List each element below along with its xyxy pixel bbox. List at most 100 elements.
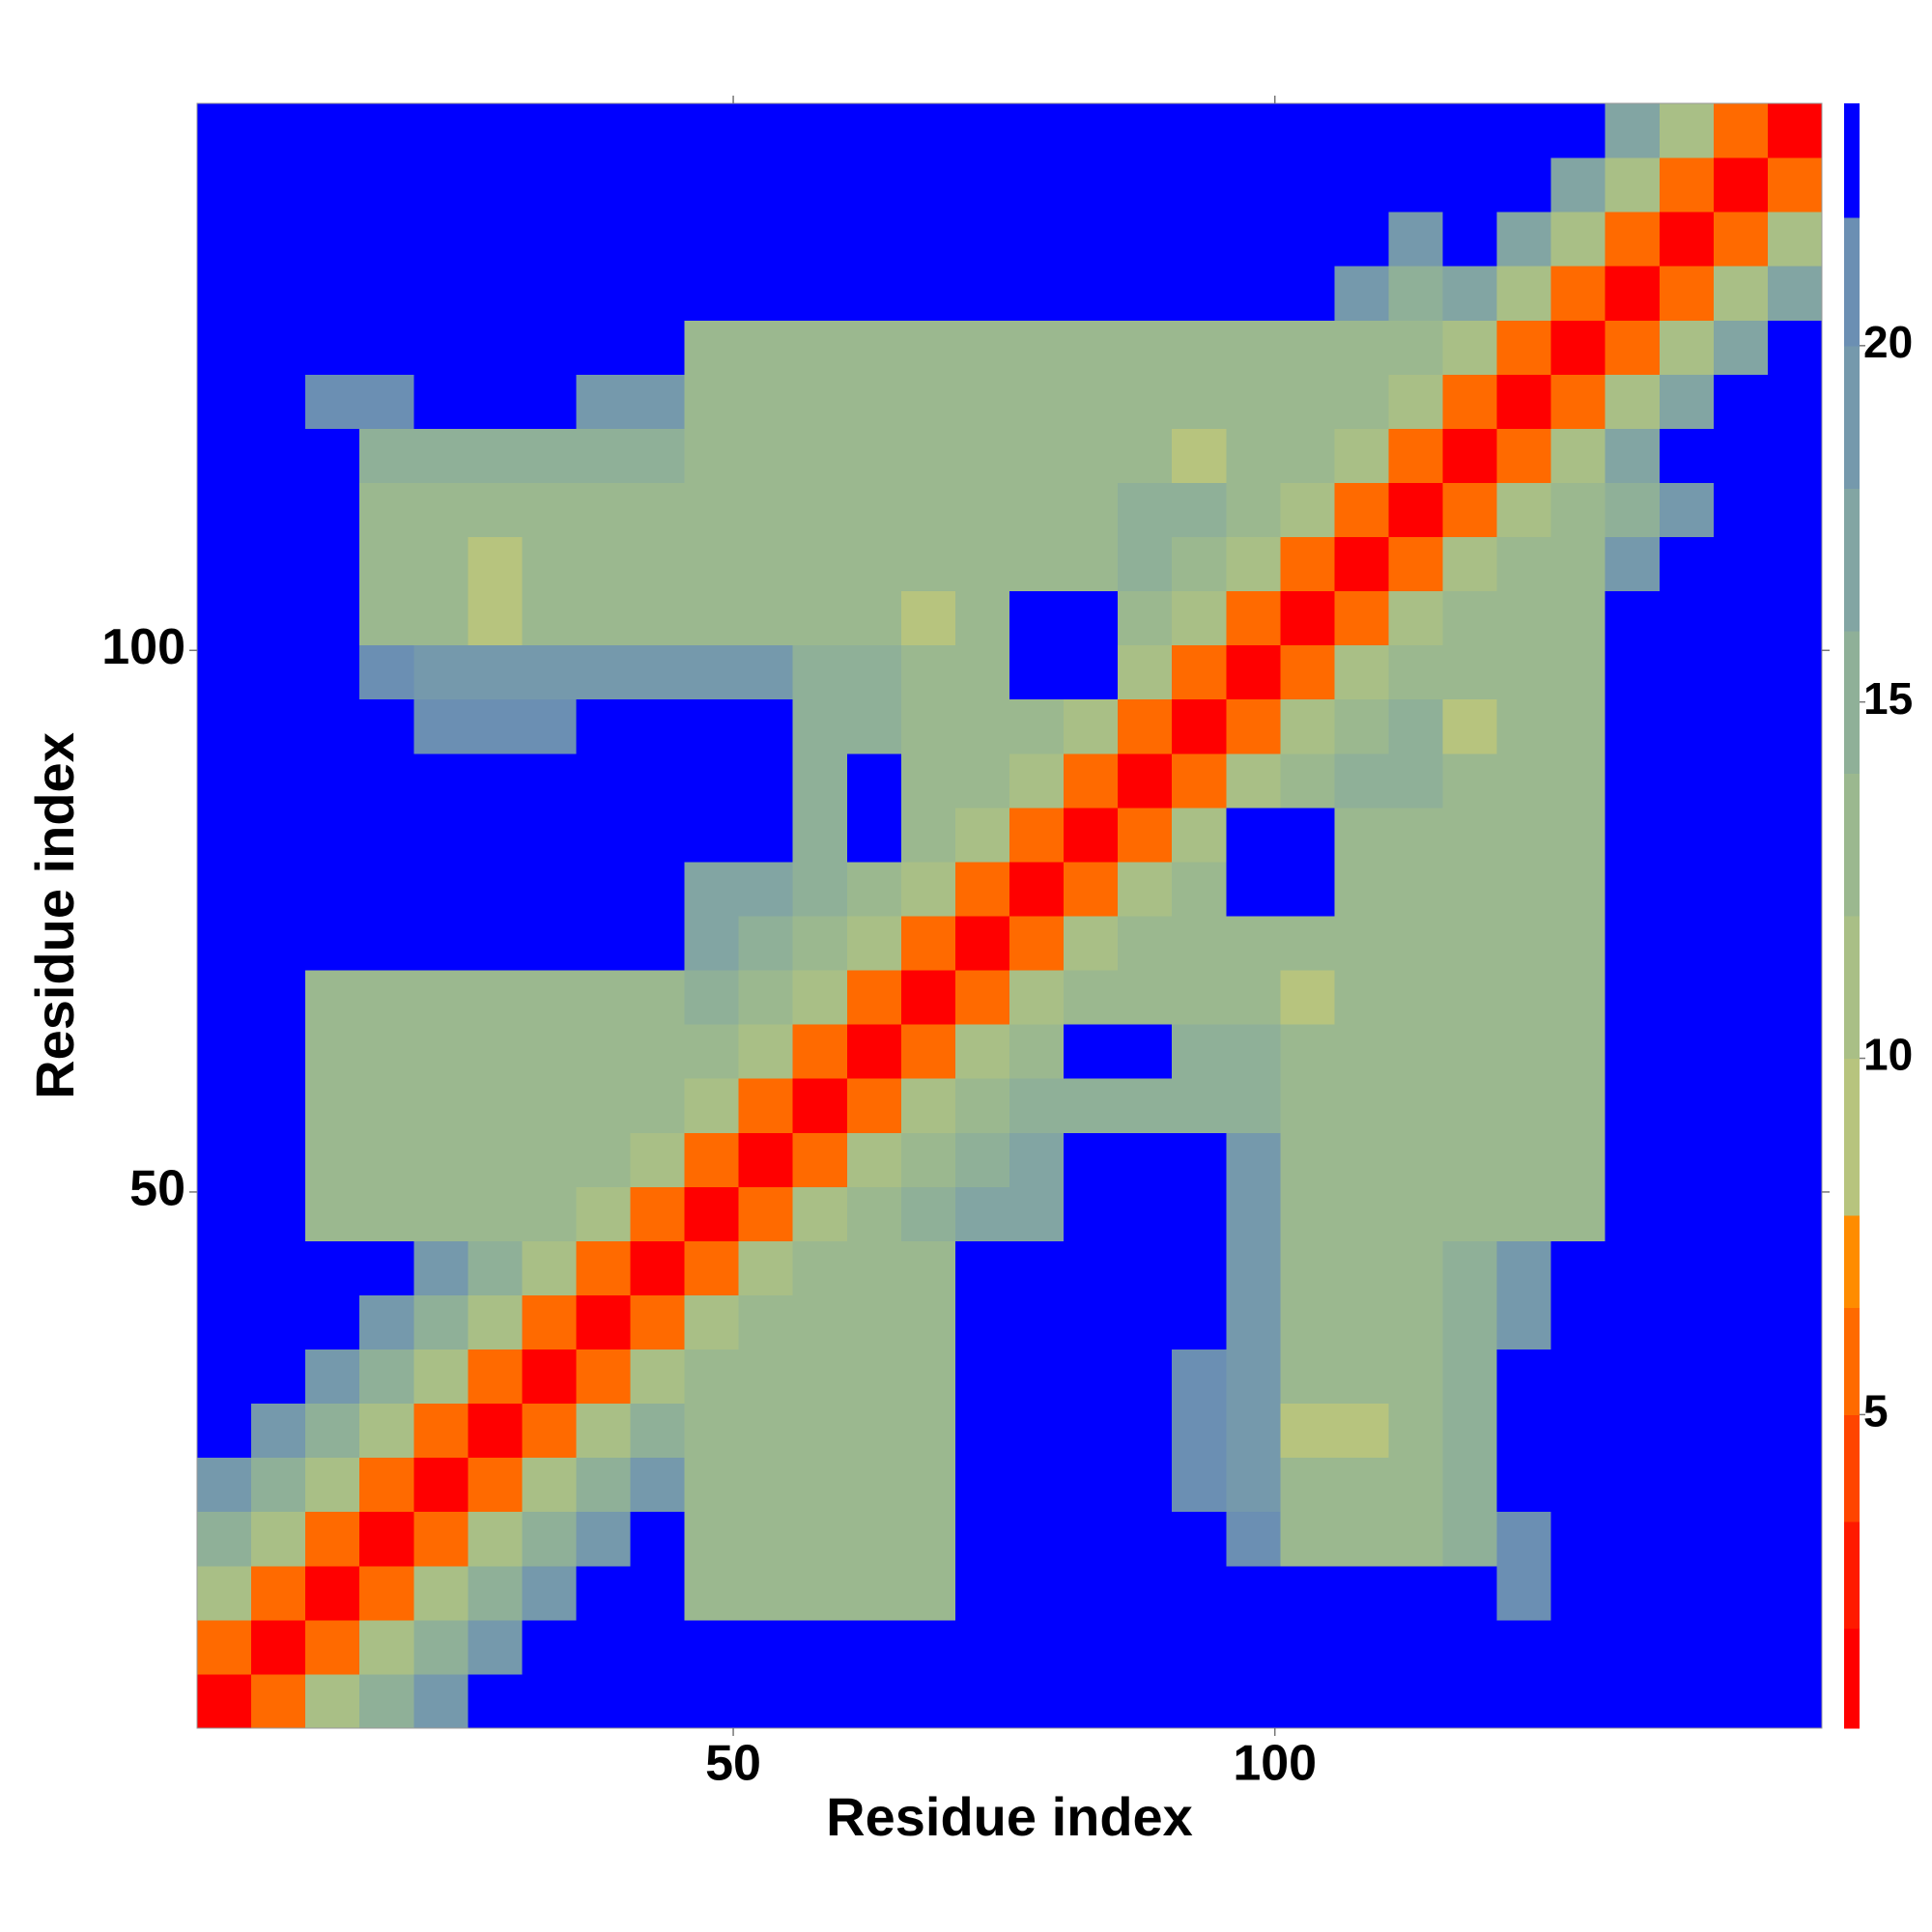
cell [900, 1619, 956, 1675]
cell [630, 590, 686, 646]
cell [1064, 698, 1119, 754]
cell [197, 157, 252, 213]
cell [1009, 970, 1065, 1025]
cell [1713, 1240, 1769, 1295]
cell [1496, 644, 1552, 700]
cell [954, 1349, 1010, 1405]
cell [522, 374, 577, 429]
cell [1659, 1294, 1715, 1350]
cell [792, 1294, 848, 1350]
cell [1334, 536, 1389, 592]
cell [1334, 590, 1389, 646]
cell [359, 320, 414, 375]
cell [1280, 1349, 1335, 1405]
cell [738, 1457, 794, 1513]
cell [1064, 374, 1119, 429]
cell [900, 590, 956, 646]
cell [1713, 916, 1769, 971]
cell [1767, 266, 1823, 321]
cell [1550, 1565, 1606, 1621]
cell [1280, 1403, 1335, 1459]
cell [1009, 916, 1065, 971]
cell [1767, 644, 1823, 700]
cell [197, 916, 252, 971]
cell [1605, 103, 1661, 158]
cell [1388, 916, 1444, 971]
cell [1659, 1132, 1715, 1187]
cell [1442, 1511, 1498, 1567]
cell [468, 374, 523, 429]
cell [522, 157, 577, 213]
cell [954, 1132, 1010, 1187]
cell [792, 1078, 848, 1133]
cell [846, 644, 902, 700]
cell [1605, 590, 1661, 646]
cell [468, 916, 523, 971]
cell [1713, 1565, 1769, 1621]
cell [1605, 157, 1661, 213]
cell [1064, 916, 1119, 971]
cell [359, 1240, 414, 1295]
cell [1064, 1673, 1119, 1729]
cell [738, 1078, 794, 1133]
cell [954, 1511, 1010, 1567]
cell [954, 1078, 1010, 1133]
cell [900, 1078, 956, 1133]
cell [1172, 482, 1227, 538]
cell [1442, 1457, 1498, 1513]
cell [1280, 374, 1335, 429]
cell [576, 970, 632, 1025]
cell [413, 1565, 469, 1621]
cell [684, 861, 740, 917]
cell [1550, 1511, 1606, 1567]
cell [1550, 644, 1606, 700]
cell [576, 374, 632, 429]
cell [1496, 374, 1552, 429]
cell [738, 1132, 794, 1187]
cell [1009, 698, 1065, 754]
cell [630, 428, 686, 483]
cell [197, 1078, 252, 1133]
cell [305, 1186, 360, 1241]
cell [305, 157, 360, 213]
cell [468, 1294, 523, 1350]
cell [522, 1186, 577, 1241]
cell [413, 698, 469, 754]
cell [1713, 1403, 1769, 1459]
cell [1659, 482, 1715, 538]
cell [1550, 374, 1606, 429]
cell [954, 1565, 1010, 1621]
cell [576, 157, 632, 213]
cell [576, 266, 632, 321]
cell [413, 1457, 469, 1513]
cell [251, 536, 306, 592]
cell [359, 103, 414, 158]
cell [630, 1240, 686, 1295]
cell [1172, 644, 1227, 700]
x-tick-label: 100 [1233, 1736, 1317, 1792]
cell [1172, 1024, 1227, 1079]
cell [522, 1078, 577, 1133]
cell [1550, 807, 1606, 863]
cell [522, 103, 577, 158]
cell [630, 1294, 686, 1350]
cell [738, 753, 794, 809]
cell [1605, 428, 1661, 483]
cell [1334, 428, 1389, 483]
cell [1226, 861, 1281, 917]
cell [1009, 103, 1065, 158]
cell [792, 807, 848, 863]
cell [359, 1619, 414, 1675]
cell [197, 482, 252, 538]
cell [468, 1457, 523, 1513]
cell [792, 590, 848, 646]
cell [305, 1349, 360, 1405]
cell [1442, 320, 1498, 375]
cell [1442, 1186, 1498, 1241]
cell [1226, 1565, 1281, 1621]
cell [1713, 266, 1769, 321]
cell [1280, 1565, 1335, 1621]
cell [1172, 320, 1227, 375]
cell [359, 536, 414, 592]
cell [1550, 1349, 1606, 1405]
